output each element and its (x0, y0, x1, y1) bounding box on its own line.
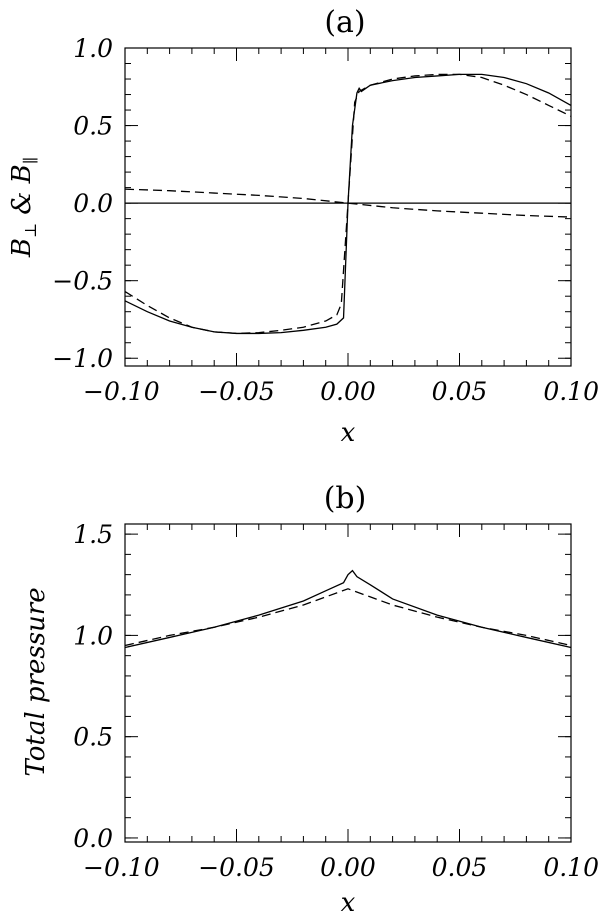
panel-b-tick-marks (124, 524, 572, 842)
panel-a-y-label-mid: & B (7, 164, 37, 223)
series-line-dashed (124, 73, 572, 335)
x-tick-label: 0.10 (543, 853, 599, 882)
x-tick-label: −0.05 (198, 853, 275, 882)
y-tick-label: −0.5 (52, 267, 113, 296)
panel-b-x-axis-label: x (341, 888, 356, 915)
panel-a-tick-marks (124, 47, 572, 366)
y-tick-label: 0.0 (73, 824, 113, 853)
panel-a: (a) −0.10 −0.05 0.00 0.05 0.10 −1.0 −0.5 0.0 0.5… (7, 5, 599, 448)
x-tick-label: 0.10 (543, 377, 599, 406)
panel-a-y-label-sub-perp: ⊥ (21, 223, 40, 238)
x-tick-label: 0.00 (320, 377, 376, 406)
panel-a-tick-labels: −0.10 −0.05 0.00 0.05 0.10 −1.0 −0.5 0.0 0.5 1.0 (52, 34, 599, 406)
panel-b-tick-labels: −0.10 −0.05 0.00 0.05 0.10 0.0 0.5 1.0 1.5 (73, 520, 599, 882)
y-tick-label: 1.5 (73, 520, 113, 549)
y-tick-label: 1.0 (73, 34, 113, 63)
x-tick-label: −0.05 (198, 377, 275, 406)
x-tick-label: 0.05 (432, 377, 488, 406)
series-line-dashed (124, 588, 572, 647)
panel-b-series (124, 569, 572, 649)
series-line-dashed (124, 188, 572, 218)
y-tick-label: 0.5 (73, 112, 113, 141)
panel-a-series (124, 73, 572, 335)
panel-b-y-axis-label: Total pressure (21, 587, 51, 776)
panel-b-plot-frame (124, 523, 572, 843)
panel-b-title: (b) (324, 481, 367, 516)
y-tick-label: 1.0 (73, 621, 113, 650)
series-line-solid (124, 73, 572, 335)
panel-a-y-label-sub-par: ∥ (21, 157, 40, 164)
x-tick-label: −0.10 (83, 377, 160, 406)
y-tick-label: 0.0 (73, 189, 113, 218)
panel-a-x-axis-label: x (341, 418, 356, 448)
panel-a-y-axis-label: B⊥ & B∥ (7, 157, 40, 258)
y-tick-label: −1.0 (52, 344, 113, 373)
y-tick-label: 0.5 (73, 723, 113, 752)
x-tick-label: 0.00 (320, 853, 376, 882)
panel-a-y-label-b1: B (7, 238, 37, 258)
x-tick-label: 0.05 (432, 853, 488, 882)
series-line-solid (124, 569, 572, 649)
panel-b: (b) −0.10 −0.05 0.00 0.05 0.10 0.0 0.5 1.0 1.5 x… (21, 481, 599, 915)
x-tick-label: −0.10 (83, 853, 160, 882)
panel-a-title: (a) (324, 5, 365, 40)
